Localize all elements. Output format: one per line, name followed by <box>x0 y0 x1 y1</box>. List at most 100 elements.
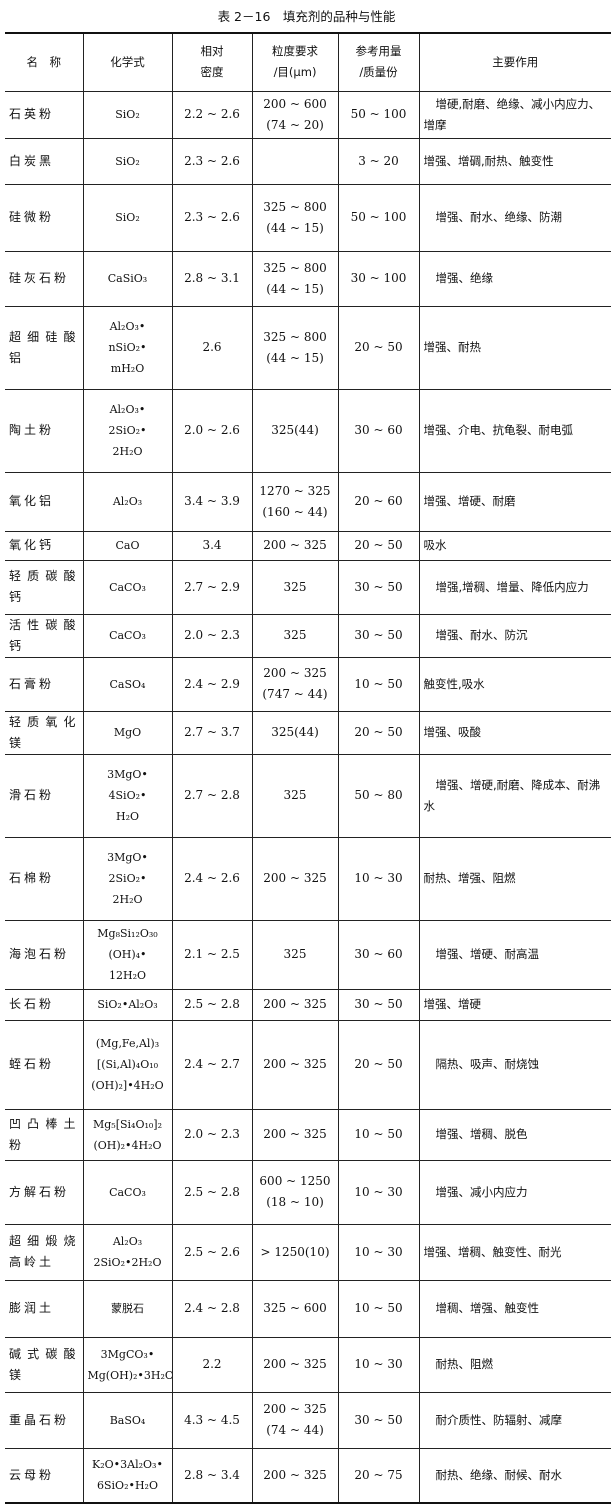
cell-name: 氧化钙 <box>5 530 84 561</box>
cell-density: 2.4 ~ 2.8 <box>171 1279 253 1338</box>
cell-name: 长石粉 <box>5 988 84 1021</box>
formula-line: Mg₅[Si₄O₁₀]₂ <box>92 1117 162 1131</box>
formula-line: BaSO₄ <box>109 1413 146 1427</box>
formula-line: Mg(OH)₂•3H₂O <box>87 1368 172 1382</box>
cell-mesh: 600 ~ 1250 (18 ~ 10) <box>251 1159 339 1225</box>
cell-use: 增强、耐水、防沉 <box>418 613 611 658</box>
formula-line: nSiO₂• <box>108 341 147 354</box>
cell-formula: CaCO₃ <box>82 559 173 615</box>
cell-dosage: 10 ~ 50 <box>337 1279 420 1338</box>
cell-formula: (Mg,Fe,Al)₃ [(Si,Al)₄O₁₀ (OH)₂]•4H₂O <box>82 1019 173 1110</box>
cell-mesh: 325 ~ 800 (44 ~ 15) <box>251 183 339 252</box>
header-mesh: 粒度要求/目(μm) <box>251 33 339 92</box>
formula-line: 2SiO₂•2H₂O <box>93 1256 162 1269</box>
cell-name: 活性碳酸钙 <box>5 613 84 658</box>
cell-mesh: 200 ~ 325 (74 ~ 44) <box>251 1391 339 1449</box>
cell-use: 触变性,吸水 <box>418 656 611 712</box>
header-row: 名 称化学式 相对 密度 粒度要求/目(μm) 参考用量/质量份 主要作用 <box>5 33 611 92</box>
mesh-line: (44 ~ 15) <box>266 220 324 235</box>
cell-name: 重晶石粉 <box>5 1391 84 1449</box>
cell-dosage: 10 ~ 30 <box>337 1223 420 1281</box>
cell-density: 2.6 <box>171 305 253 390</box>
formula-line: 3MgO• <box>107 851 148 864</box>
mesh-line: 325 ~ 800 <box>263 329 327 344</box>
table-row: 轻质氧化镁 MgO 2.7 ~ 3.7 325(44) 20 ~ 50 增强、吸酸 <box>5 710 611 755</box>
header-mesh-text: /目(μm) <box>273 65 317 80</box>
cell-use: 增强、增硬、耐高温 <box>418 919 611 990</box>
cell-name: 轻质碳酸钙 <box>5 559 84 615</box>
cell-formula: SiO₂•Al₂O₃ <box>82 988 173 1021</box>
cell-dosage: 30 ~ 50 <box>337 613 420 658</box>
cell-dosage: 20 ~ 60 <box>337 471 420 532</box>
cell-dosage: 10 ~ 50 <box>337 1108 420 1161</box>
formula-line: Al₂O₃ <box>112 1235 143 1248</box>
mesh-line: 200 ~ 325 <box>263 538 327 552</box>
cell-name: 碱式碳酸镁 <box>5 1336 84 1393</box>
table-row: 硅微粉 SiO₂ 2.3 ~ 2.6 325 ~ 800 (44 ~ 15) 50 ~ 1… <box>5 183 611 252</box>
cell-name: 方解石粉 <box>5 1159 84 1225</box>
cell-name: 超细硅酸铝 <box>5 305 84 390</box>
cell-name: 凹凸棒土粉 <box>5 1108 84 1161</box>
cell-dosage: 10 ~ 30 <box>337 836 420 921</box>
cell-use: 吸水 <box>418 530 611 561</box>
formula-line: CaSiO₃ <box>107 272 148 285</box>
cell-mesh: 200 ~ 325 (747 ~ 44) <box>251 656 339 712</box>
mesh-line: 200 ~ 600 <box>263 96 327 111</box>
cell-name: 海泡石粉 <box>5 919 84 990</box>
table-row: 滑石粉 3MgO• 4SiO₂• H₂O 2.7 ~ 2.8 325 50 ~ 80 增强、增… <box>5 753 611 838</box>
cell-use: 耐热、绝缘、耐候、耐水 <box>418 1447 611 1504</box>
header-dosage-text: 参考用量 <box>355 44 402 59</box>
table-row: 轻质碳酸钙 CaCO₃ 2.7 ~ 2.9 325 30 ~ 50 增强,增稠、增量、降低… <box>5 559 611 615</box>
mesh-line: 325 <box>283 947 307 961</box>
cell-dosage: 10 ~ 30 <box>337 1159 420 1225</box>
cell-density: 2.4 ~ 2.7 <box>171 1019 253 1110</box>
cell-formula: CaSO₄ <box>82 656 173 712</box>
header-formula: 化学式 <box>82 33 173 92</box>
cell-mesh: 325 ~ 800 (44 ~ 15) <box>251 250 339 307</box>
table-row: 石膏粉 CaSO₄ 2.4 ~ 2.9 200 ~ 325 (747 ~ 44) 10 ~… <box>5 656 611 712</box>
mesh-line: (18 ~ 10) <box>266 1195 324 1209</box>
cell-formula: 蒙脱石 <box>82 1279 173 1338</box>
cell-use: 增强、增稠、脱色 <box>418 1108 611 1161</box>
mesh-line: (44 ~ 15) <box>266 350 324 365</box>
cell-mesh: 325 ~ 600 <box>251 1279 339 1338</box>
cell-use: 增强、增硬,耐磨、降成本、耐沸水 <box>418 753 611 838</box>
cell-dosage: 50 ~ 100 <box>337 183 420 252</box>
table-row: 膨润土 蒙脱石 2.4 ~ 2.8 325 ~ 600 10 ~ 50 增稠、增强、触变性 <box>5 1279 611 1338</box>
cell-dosage: 20 ~ 75 <box>337 1447 420 1504</box>
table-caption: 表 2－16 填充剂的品种与性能 <box>217 9 396 24</box>
cell-name: 云母粉 <box>5 1447 84 1504</box>
cell-mesh: 200 ~ 325 <box>251 988 339 1021</box>
cell-name: 氧化铝 <box>5 471 84 532</box>
cell-density: 3.4 ~ 3.9 <box>171 471 253 532</box>
cell-mesh: 325 <box>251 919 339 990</box>
cell-density: 2.8 ~ 3.4 <box>171 1447 253 1504</box>
cell-formula: SiO₂ <box>82 137 173 185</box>
table-row: 云母粉 K₂O•3Al₂O₃• 6SiO₂•H₂O 2.8 ~ 3.4 200 ~ 32… <box>5 1447 611 1504</box>
cell-name: 硅微粉 <box>5 183 84 252</box>
cell-formula: Mg₈Si₁₂O₃₀ (OH)₄• 12H₂O <box>82 919 173 990</box>
cell-name: 蛭石粉 <box>5 1019 84 1110</box>
cell-dosage: 30 ~ 60 <box>337 919 420 990</box>
formula-line: CaCO₃ <box>109 629 146 642</box>
cell-use: 增强、介电、抗龟裂、耐电弧 <box>418 388 611 473</box>
formula-line: CaCO₃ <box>109 1185 146 1199</box>
formula-line: H₂O <box>115 810 140 823</box>
table-row: 氧化钙 CaO 3.4 200 ~ 325 20 ~ 50 吸水 <box>5 530 611 561</box>
cell-density: 2.2 <box>171 1336 253 1393</box>
cell-formula: CaCO₃ <box>82 613 173 658</box>
table-row: 陶土粉 Al₂O₃• 2SiO₂• 2H₂O 2.0 ~ 2.6 325(44) 30 ~ … <box>5 388 611 473</box>
cell-mesh: 200 ~ 325 <box>251 1019 339 1110</box>
mesh-line: 200 ~ 325 <box>263 666 327 680</box>
formula-line: mH₂O <box>110 362 145 375</box>
mesh-line: 600 ~ 1250 <box>259 1174 331 1188</box>
header-name-text: 名 称 <box>26 54 62 69</box>
cell-density: 2.4 ~ 2.6 <box>171 836 253 921</box>
cell-dosage: 10 ~ 50 <box>337 656 420 712</box>
formula-line: CaCO₃ <box>109 580 146 594</box>
mesh-line: (747 ~ 44) <box>262 687 328 701</box>
formula-line: Al₂O₃• <box>109 403 146 416</box>
table-row: 超细硅酸铝 Al₂O₃• nSiO₂• mH₂O 2.6 325 ~ 800 (44 ~ 1… <box>5 305 611 390</box>
cell-mesh: 200 ~ 325 <box>251 1336 339 1393</box>
cell-formula: CaO <box>82 530 173 561</box>
